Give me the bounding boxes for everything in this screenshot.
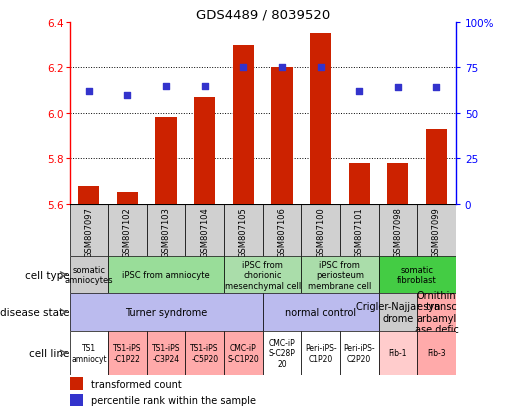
Text: GSM807104: GSM807104	[200, 207, 209, 258]
Bar	[224, 331, 263, 375]
Bar	[301, 256, 379, 294]
Bar	[263, 294, 379, 331]
Bar	[310, 34, 331, 204]
Bar	[301, 331, 340, 375]
Bar	[117, 193, 138, 204]
Bar	[301, 204, 340, 256]
Text: GSM807105: GSM807105	[239, 207, 248, 258]
Text: TS1
amniocyt: TS1 amniocyt	[71, 343, 107, 363]
Bar	[194, 97, 215, 204]
Point	[432, 85, 440, 91]
Text: TS1-iPS
-C3P24: TS1-iPS -C3P24	[152, 343, 180, 363]
Point	[239, 65, 247, 71]
Bar	[426, 129, 447, 204]
Bar	[70, 256, 108, 294]
Bar	[185, 204, 224, 256]
Text: GSM807099: GSM807099	[432, 207, 441, 258]
Bar	[70, 394, 83, 406]
Bar	[233, 45, 254, 204]
Bar	[70, 331, 108, 375]
Point	[355, 88, 363, 95]
Text: Fib-1: Fib-1	[389, 349, 407, 358]
Point	[201, 83, 209, 90]
Text: GSM807097: GSM807097	[84, 207, 93, 258]
Bar	[417, 331, 456, 375]
Text: TS1-iPS
-C1P22: TS1-iPS -C1P22	[113, 343, 142, 363]
Bar	[387, 164, 408, 204]
Text: somatic
fibroblast: somatic fibroblast	[397, 265, 437, 285]
Text: normal control: normal control	[285, 307, 356, 317]
Text: Ornithin
e transc
arbamyl
ase defic: Ornithin e transc arbamyl ase defic	[415, 290, 458, 335]
Text: Turner syndrome: Turner syndrome	[125, 307, 207, 317]
Point	[84, 88, 93, 95]
Text: GSM807098: GSM807098	[393, 207, 402, 258]
Point	[162, 83, 170, 90]
Bar	[349, 164, 370, 204]
Bar	[379, 294, 417, 331]
Bar	[340, 204, 379, 256]
Bar	[379, 331, 417, 375]
Bar	[340, 331, 379, 375]
Text: GSM807103: GSM807103	[162, 207, 170, 258]
Text: cell type: cell type	[25, 270, 70, 280]
Text: percentile rank within the sample: percentile rank within the sample	[91, 395, 256, 405]
Text: Peri-iPS-
C2P20: Peri-iPS- C2P20	[344, 343, 375, 363]
Bar	[224, 204, 263, 256]
Text: GSM807102: GSM807102	[123, 207, 132, 258]
Point	[124, 92, 132, 99]
Text: cell line: cell line	[29, 348, 70, 358]
Bar	[417, 294, 456, 331]
Text: TS1-iPS
-C5P20: TS1-iPS -C5P20	[191, 343, 219, 363]
Title: GDS4489 / 8039520: GDS4489 / 8039520	[196, 9, 330, 21]
Bar	[108, 204, 147, 256]
Text: GSM807101: GSM807101	[355, 207, 364, 258]
Bar	[263, 204, 301, 256]
Text: Crigler-Najjar syn
drome: Crigler-Najjar syn drome	[356, 301, 440, 323]
Bar	[70, 377, 83, 390]
Bar	[70, 204, 108, 256]
Text: transformed count: transformed count	[91, 379, 181, 389]
Bar	[379, 256, 456, 294]
Bar	[108, 256, 224, 294]
Text: iPSC from
chorionic
mesenchymal cell: iPSC from chorionic mesenchymal cell	[225, 260, 301, 290]
Text: somatic
amniocytes: somatic amniocytes	[64, 265, 113, 285]
Bar	[263, 331, 301, 375]
Bar	[417, 204, 456, 256]
Text: Fib-3: Fib-3	[427, 349, 446, 358]
Text: GSM807106: GSM807106	[278, 207, 286, 258]
Text: disease state: disease state	[0, 307, 70, 317]
Text: Peri-iPS-
C1P20: Peri-iPS- C1P20	[305, 343, 336, 363]
Bar	[271, 68, 293, 204]
Text: iPSC from
periosteum
membrane cell: iPSC from periosteum membrane cell	[308, 260, 372, 290]
Point	[316, 65, 324, 71]
Bar	[108, 331, 147, 375]
Bar	[147, 204, 185, 256]
Bar	[147, 331, 185, 375]
Text: iPSC from amniocyte: iPSC from amniocyte	[122, 271, 210, 280]
Text: CMC-iP
S-C28P
20: CMC-iP S-C28P 20	[268, 338, 296, 368]
Bar	[224, 256, 301, 294]
Text: GSM807100: GSM807100	[316, 207, 325, 258]
Bar	[379, 204, 417, 256]
Point	[278, 65, 286, 71]
Text: CMC-iP
S-C1P20: CMC-iP S-C1P20	[228, 343, 259, 363]
Point	[393, 85, 402, 91]
Bar	[78, 186, 99, 204]
Bar	[156, 118, 177, 204]
Bar	[70, 294, 263, 331]
Bar	[185, 331, 224, 375]
